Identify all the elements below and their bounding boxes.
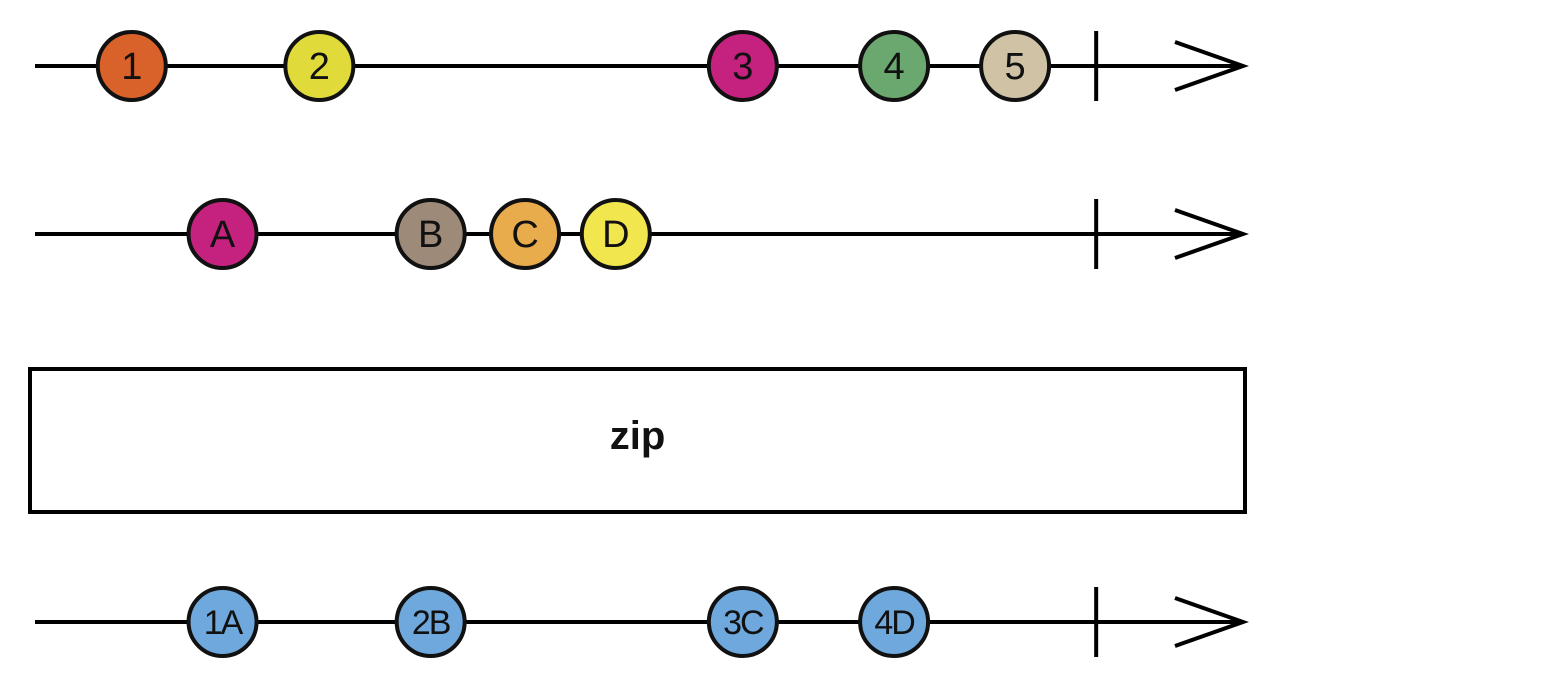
time-arrow-head (1174, 40, 1250, 92)
marble-circle (979, 30, 1052, 102)
marble-circle (186, 586, 259, 658)
marble: 2B (394, 586, 467, 658)
marble-circle (394, 586, 467, 658)
marble-label: 4 (884, 46, 905, 88)
marble: 4 (858, 30, 931, 102)
marble: 1A (186, 586, 259, 658)
marble: 5 (979, 30, 1052, 102)
marble-label: 1A (204, 604, 244, 642)
marble-circle (394, 198, 467, 270)
operator-label: zip (610, 414, 666, 458)
marble-circle (489, 198, 562, 270)
marble-circle (579, 198, 652, 270)
output-timeline: 1A 2B 3C 4D (35, 586, 1250, 658)
marble-label: 4D (874, 604, 914, 642)
marble-circle (858, 30, 931, 102)
source-timeline-2: A B C D (35, 198, 1250, 270)
marble-label: A (210, 214, 236, 256)
operator-box: zip (28, 367, 1247, 514)
marble-label: 3 (732, 46, 753, 88)
marble: 4D (858, 586, 931, 658)
marble-label: 3C (723, 604, 764, 642)
marble-label: 1 (121, 46, 142, 88)
time-arrow-head (1174, 208, 1250, 260)
time-arrow-head (1174, 596, 1250, 648)
marble-label: B (418, 214, 443, 256)
marble-circle (858, 586, 931, 658)
marble-circle (95, 30, 168, 102)
marble-label: C (511, 214, 538, 256)
marble: B (394, 198, 467, 270)
marble: 2 (283, 30, 356, 102)
marble: 1 (95, 30, 168, 102)
marble: D (579, 198, 652, 270)
marble-circle (186, 198, 259, 270)
operator-box-frame (28, 367, 1247, 514)
marble-label: 2 (309, 46, 330, 88)
marble: 3 (706, 30, 779, 102)
marble-circle (706, 586, 779, 658)
marble: C (489, 198, 562, 270)
marble-label: 2B (412, 604, 450, 642)
source-timeline-1: 1 2 3 4 5 (35, 30, 1250, 102)
marble-label: D (602, 214, 629, 256)
marble: A (186, 198, 259, 270)
marble-label: 5 (1005, 46, 1026, 88)
marble-circle (706, 30, 779, 102)
marble-circle (283, 30, 356, 102)
marble: 3C (706, 586, 779, 658)
